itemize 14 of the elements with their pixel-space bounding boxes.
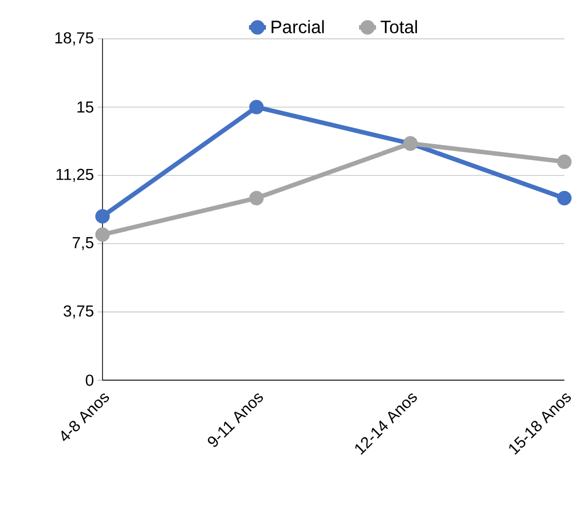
legend-label: Total (380, 20, 417, 34)
point (249, 191, 264, 206)
point (95, 228, 110, 242)
y-tick-label: 18,75 (55, 32, 94, 46)
point (557, 191, 572, 206)
y-tick-label: 11,25 (56, 168, 94, 182)
point (249, 100, 264, 115)
y-tick-label: 7,5 (72, 237, 94, 250)
y-tick-label: 3,75 (64, 306, 94, 319)
point (557, 154, 572, 170)
point (95, 209, 110, 224)
y-tick-label: 15 (78, 102, 94, 113)
legend-label: Parcial (272, 20, 324, 34)
y-tick-label: 0 (86, 374, 94, 386)
